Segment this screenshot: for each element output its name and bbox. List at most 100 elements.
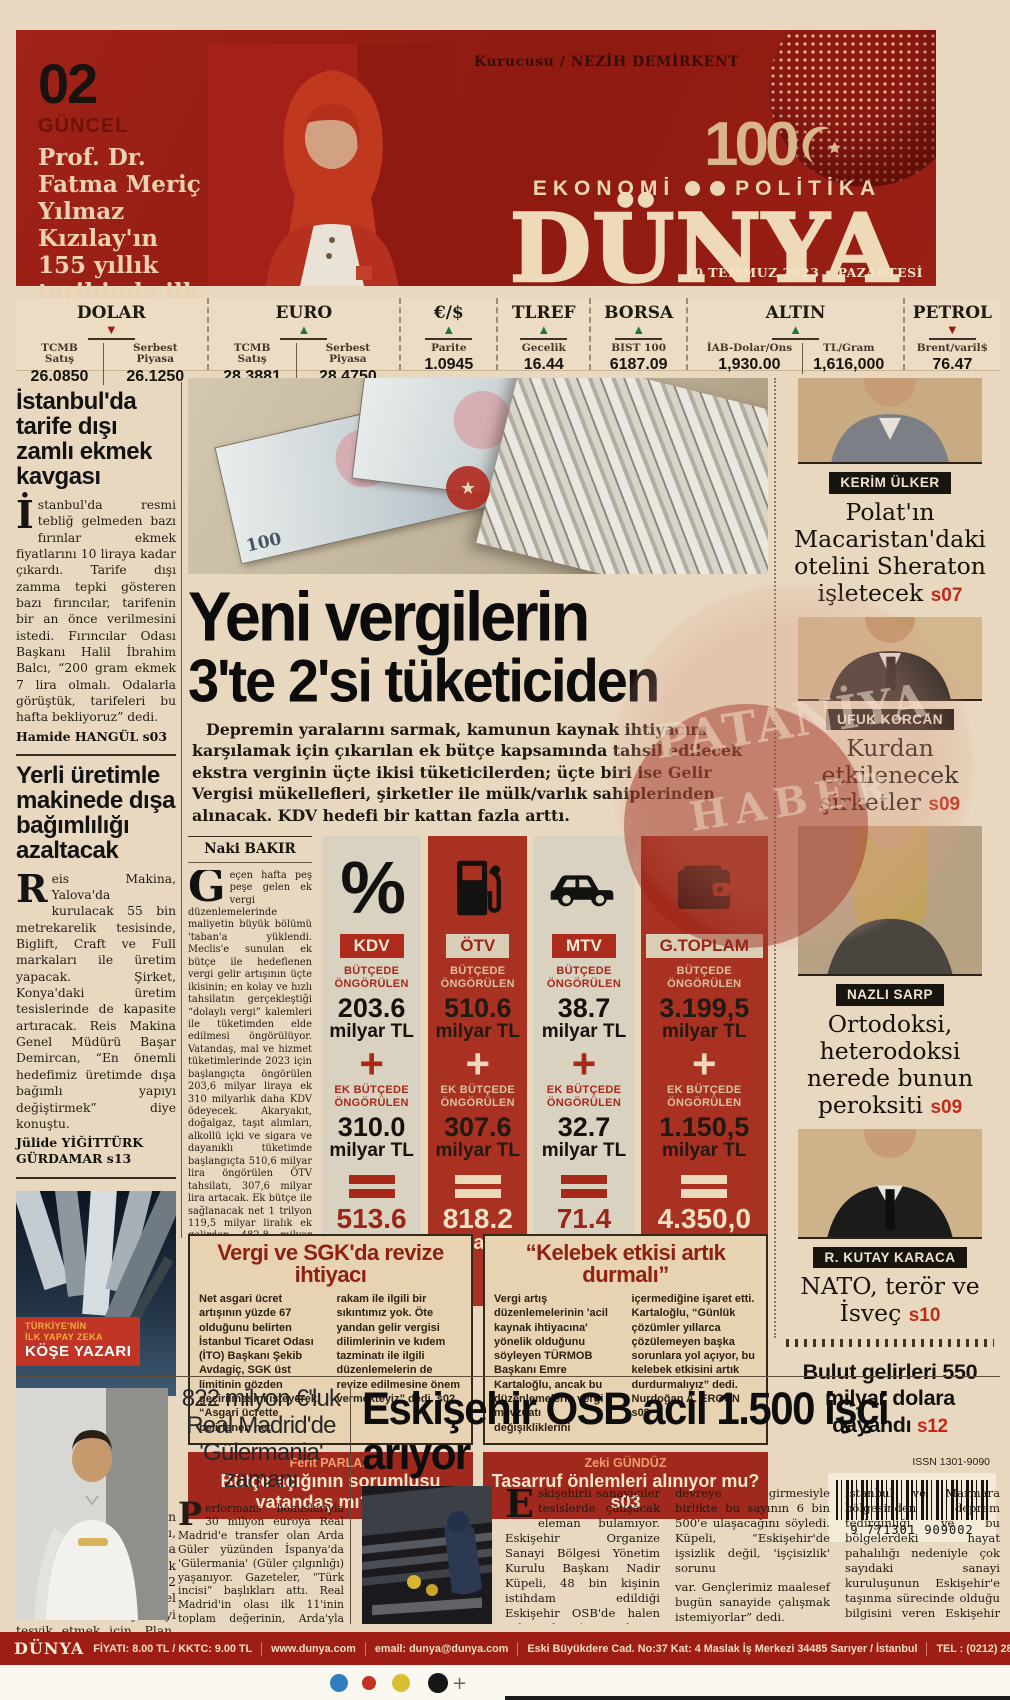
equals-icon [560, 1170, 607, 1198]
article-byline: Hamide HANGÜL s03 [16, 728, 168, 744]
teaser-photo-fatma-meric-yilmaz [208, 44, 456, 286]
eskisehir-col2-body: İstanbul ve Marmara bölgesinden deprem t… [845, 1486, 1000, 1624]
market-value: 1.0945 [424, 356, 474, 374]
eskisehir-col2-intro: var. Gençlerimiz maalesef bugün sanayide… [675, 1579, 830, 1624]
footer-phone: TEL : (0212) 285 10 12/14 [936, 1642, 1010, 1655]
crescent-star-icon [803, 126, 842, 164]
rail-headline: Polat'ın Macaristan'daki otelini Sherato… [784, 498, 996, 607]
page-reference: s12 [917, 1415, 948, 1437]
column-divider [181, 382, 182, 1238]
registration-dot-black [428, 1673, 448, 1693]
market-sub-label: TL/Gram [823, 341, 875, 354]
registration-dot-yellow [392, 1674, 410, 1692]
eskisehir-col1: Eskişehirli sanayiciler tesislerde çalış… [505, 1486, 830, 1624]
box-text-col: Vergi artış düzenlemelerinin 'acil kayna… [494, 1293, 608, 1434]
plus-icon: + [571, 1040, 597, 1088]
market-value: 1,616,000 [813, 356, 885, 374]
trend-indicator: ▲ [425, 323, 473, 340]
footer-email: email: dunya@dunya.com [374, 1642, 509, 1655]
car-icon [547, 846, 621, 930]
lead-story: 100 100 100 ★ Yeni vergilerin 3'te 2'si … [188, 378, 768, 1306]
section-divider [16, 1376, 1000, 1377]
umlaut-dot-icon [710, 181, 726, 196]
columnist-question: Tasarruf önlemleri alınıyor mu? s03 [491, 1471, 760, 1512]
rail-headline: Ortodoksi, heterodoksi nerede bunun pero… [784, 1010, 996, 1119]
trend-indicator: ▼ [928, 323, 976, 340]
market-name: PETROL [912, 303, 992, 323]
rail-divider [774, 378, 776, 1338]
market-name: EURO [275, 303, 333, 323]
market-sub-label: Parite [431, 341, 467, 354]
plus-icon: + [465, 1040, 491, 1088]
extra-label: EK BÜTÇEDE ÖNGÖRÜLEN [546, 1084, 622, 1110]
box-text-col: içermediğine işaret etti. Kartaloğlu, “G… [631, 1293, 756, 1420]
extra-unit: milyar TL [662, 1140, 747, 1162]
headline-line-1: Yeni vergilerin [188, 577, 590, 656]
ai-columnist-badge: TÜRKİYE'NİN İLK YAPAY ZEKA KÖŞE YAZARI [16, 1316, 141, 1366]
banknotes-photo: 100 100 100 ★ [188, 378, 768, 574]
footballer-photo [16, 1388, 168, 1620]
budget-label: BÜTÇEDE ÖNGÖRÜLEN [440, 965, 515, 991]
tax-infographic: % KDV BÜTÇEDE ÖNGÖRÜLEN 203.6 milyar TL … [322, 836, 768, 1306]
extra-unit: milyar TL [329, 1140, 414, 1162]
market-value: 76.47 [932, 356, 973, 374]
quote-box-kelebek: “Kelebek etkisi artık durmalı” Vergi art… [483, 1234, 768, 1519]
perforation-divider [786, 1339, 994, 1348]
main-byline: Naki BAKIR [188, 836, 312, 863]
badge-line: TÜRKİYE'NİN [25, 1320, 87, 1331]
issn-number: ISSN 1301-9090 [912, 1455, 990, 1468]
author-badge: UFUK KORCAN [826, 708, 954, 731]
article-byline: Jülide YİĞİTTÜRK GÜRDAMAR s13 [16, 1135, 144, 1167]
banknote-denomination: 100 [244, 529, 284, 557]
article-body: Reis Makina, Yalova'da kurulacak 55 bin … [16, 865, 176, 1131]
footer-price: FİYATI: 8.00 TL / KKTC: 9.00 TL [93, 1642, 253, 1655]
registration-dot-red [362, 1676, 376, 1690]
market-sub-label: Gecelik [521, 341, 566, 354]
right-rail: KERİM ÜLKER Polat'ın Macaristan'daki ote… [784, 378, 996, 1542]
rail-headline: NATO, terör ve İsveç s10 [784, 1273, 996, 1327]
wallet-icon [675, 846, 733, 930]
budget-value: 3.199,5 [659, 993, 750, 1024]
plus-icon: + [359, 1040, 384, 1088]
tagline-ekonomi: EKONOMİ [532, 177, 676, 200]
badge-line: KÖŞE YAZARI [25, 1343, 132, 1361]
sports-headline: 822 milyon €'luk Real Madrid'de 'Gülerma… [178, 1386, 344, 1494]
tax-name-badge: MTV [552, 934, 616, 959]
infographic-column-kdv: % KDV BÜTÇEDE ÖNGÖRÜLEN 203.6 milyar TL … [322, 836, 422, 1306]
badge-line: İLK YAPAY ZEKA [25, 1331, 103, 1342]
author-badge: KERİM ÜLKER [829, 472, 951, 494]
market-parite: €/$ ▲ Parite 1.0945 [399, 298, 496, 373]
founder-line: Kurucusu / NEZİH DEMİRKENT [474, 54, 740, 70]
market-name: €/$ [433, 303, 464, 323]
columnist-name: Zeki GÜNDÜZ [584, 1455, 667, 1470]
globe-graphic [721, 30, 936, 195]
sports-headline-line: 822 milyon €'luk [181, 1386, 341, 1412]
banknote-stack [476, 378, 768, 574]
sports-headline-line: 'Gülermania' zamanı [199, 1438, 323, 1493]
centenary-number: 100 [704, 110, 799, 179]
rail-item-kutay-karaca: R. KUTAY KARACA NATO, terör ve İsveç s10 [784, 1128, 996, 1328]
page-reference: s07 [930, 584, 963, 606]
masthead: 02 GÜNCEL Prof. Dr. Fatma Meriç Yılmaz K… [16, 30, 936, 359]
woman-headscarf-photo-illustration [208, 44, 456, 286]
tagline-politika: POLİTİKA [735, 177, 882, 200]
market-value: 1,930.00 [718, 356, 781, 374]
teaser-section-label: GÜNCEL [38, 115, 129, 137]
left-article-ekmek: İstanbul'da tarife dışı zamlı ekmek kavg… [16, 382, 176, 756]
footer-separator [926, 1641, 928, 1656]
extra-value: 1.150,5 [659, 1112, 750, 1143]
sports-article: 822 milyon €'luk Real Madrid'de 'Gülerma… [178, 1386, 344, 1624]
portrait-photo [798, 378, 982, 464]
left-article-makine: Yerli üretimle makinede dışa bağımlılığı… [16, 756, 176, 1179]
budget-value: 38.7 [557, 993, 611, 1024]
fuel-pump-icon [452, 846, 504, 930]
equals-icon [348, 1170, 395, 1198]
article-body: İstanbul'da resmi tebliğ gelmeden bazı f… [16, 491, 176, 725]
trend-indicator: ▼ [87, 323, 135, 340]
footer-address: Eski Büyükdere Cad. No:37 Kat: 4 Maslak … [527, 1642, 918, 1655]
footer-bar: DÜNYA FİYATI: 8.00 TL / KKTC: 9.00 TL ww… [0, 1632, 1010, 1665]
market-sub-label: Brent/varil$ [916, 341, 988, 354]
registration-dot-cyan [330, 1674, 348, 1692]
box-title: “Kelebek etkisi artık durmalı” [525, 1240, 726, 1287]
trend-up-icon: ▲ [297, 322, 311, 337]
